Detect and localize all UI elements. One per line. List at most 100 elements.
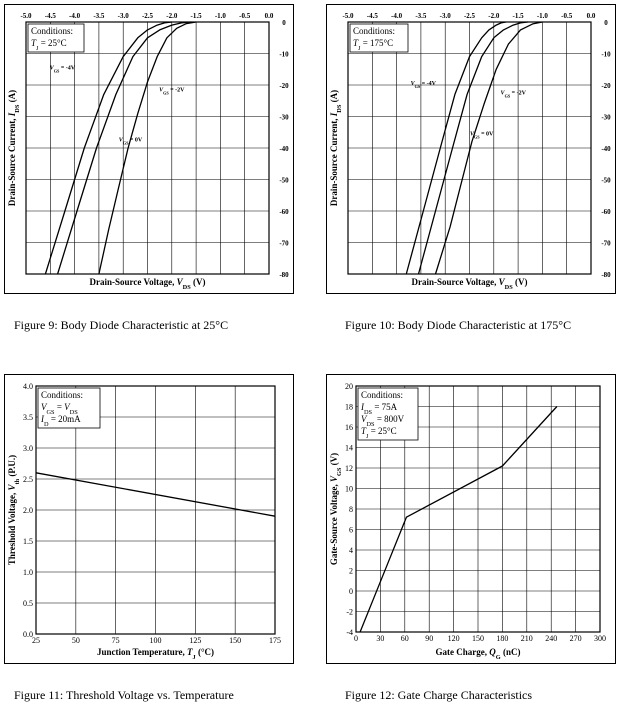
conditions-line: ID = 20mA [40,414,81,428]
outer-frame [326,4,616,294]
conditions-box [37,387,101,429]
series-group [35,472,276,517]
figure-9-caption: Figure 9: Body Diode Characteristic at 2… [14,318,229,332]
x-tick-label: 210 [521,634,533,643]
y-tick-label: 0 [349,587,353,596]
x-tick-label: 30 [376,634,384,643]
y-tick-label: -20 [279,82,289,90]
x-tick-label: -0.5 [561,12,573,20]
y-tick-label: 12 [345,464,353,473]
x-tick-label: -4.5 [367,12,379,20]
x-tick-label: 300 [594,634,606,643]
y-tick-label: 3.0 [23,444,33,453]
y-tick-label: 16 [345,423,353,432]
x-tick-label: -2.0 [488,12,500,20]
x-tick-label: -3.5 [93,12,105,20]
y-tick-label: -40 [279,145,289,153]
y-tick-label: -80 [279,271,289,279]
curve-label-1: VGS = -2V [159,87,185,95]
y-tick-label: -30 [601,114,611,122]
y-tick-label: 0 [604,19,608,27]
x-tick-label: 240 [545,634,557,643]
chart-fig11: 25 50 75 100 125 150 175 0.0 0.5 1.0 1.5 2.0 2.5 3.0 3… [4,374,294,664]
x-tick-label: 60 [401,634,409,643]
x-tick-label: -0.5 [239,12,251,20]
y-tick-label: 18 [345,403,353,412]
figure-11-caption: Figure 11: Threshold Voltage vs. Tempera… [14,688,234,702]
y-tick-label: 10 [345,485,353,494]
y-tick-label: 0 [282,19,286,27]
x-tick-label: 0.0 [265,12,274,20]
y-tick-label: -60 [279,208,289,216]
x-tick-label: 120 [448,634,460,643]
y-axis-label: Gate-Source Voltage, VGS (V) [329,453,343,565]
y-tick-label: 6 [349,526,353,535]
y-tick-label: -70 [279,240,289,248]
x-tick-label: 150 [472,634,484,643]
x-tick-label: 175 [269,636,281,645]
conditions-line: Conditions: [31,26,73,36]
x-tick-label: 90 [425,634,433,643]
conditions-box [27,23,85,53]
outer-frame [326,374,616,664]
x-tick-label: 0.0 [587,12,596,20]
y-axis-label: Threshold Voltage, Vth (P.U.) [7,455,21,565]
curve-label-2: VGS = 0V [119,138,143,146]
x-tick-label: -2.0 [166,12,178,20]
chart-fig12: 0 30 60 90 120 150 180 210 240 270 300 20 18 16 14 12 10… [326,374,616,664]
y-tick-label: -50 [279,177,289,185]
y-tick-label: 14 [345,444,353,453]
conditions-box [349,23,409,53]
y-axis-label: Drain-Source Current, IDS (A) [329,90,343,206]
series-line-1 [417,21,528,275]
series-line-0 [44,21,172,275]
y-tick-label: 3.5 [23,413,33,422]
x-tick-label: 25 [32,636,40,645]
y-tick-label: 20 [345,382,353,391]
y-tick-label: -60 [601,208,611,216]
y-tick-label: -50 [601,177,611,185]
y-tick-label: 0.5 [23,599,33,608]
chart-fig11-svg: 25 50 75 100 125 150 175 0.0 0.5 1.0 1.5 2.0 2.5 3.0 3… [4,374,294,664]
y-tick-label: -30 [279,114,289,122]
y-tick-label: 1.5 [23,537,33,546]
x-tick-label: 75 [112,636,120,645]
curve-label-1: VGS = -2V [501,90,527,98]
y-tick-label: 2.5 [23,475,33,484]
conditions-line: TJ = 175°C [353,38,393,52]
x-tick-label: -1.0 [537,12,549,20]
conditions-line: IDS = 75A [360,402,398,416]
conditions-box [357,387,419,441]
x-tick-label: 125 [189,636,201,645]
figure-12-caption: Figure 12: Gate Charge Characteristics [345,688,533,702]
series-group [405,21,543,275]
series-group [359,406,558,633]
conditions-line: Conditions: [361,390,403,400]
conditions-line: Conditions: [41,390,83,400]
y-tick-label: 4 [349,546,353,555]
x-tick-label: -4.5 [45,12,57,20]
figure-10-caption: Figure 10: Body Diode Characteristic at … [345,318,572,332]
series-line-0 [405,21,507,275]
x-tick-label: 150 [229,636,241,645]
y-tick-label: -20 [601,82,611,90]
y-tick-label: -70 [601,240,611,248]
curve-label-0: VGS = -4V [411,81,437,89]
y-tick-label: -40 [601,145,611,153]
conditions-line: TJ = 25°C [31,38,67,52]
outer-frame [4,4,294,294]
y-tick-label: -4 [346,628,353,637]
y-tick-label: -10 [601,51,611,59]
outer-frame [4,374,294,664]
series-line-2 [98,21,197,275]
conditions-line: VGS = VDS [41,402,78,416]
x-axis-label: Drain-Source Voltage, VDS (V) [90,277,206,291]
chart-fig10: -5.0 -4.5 -4.0 -3.5 -3.0 -2.5 -2.0 -1.5 -1.0 -0.5… [326,4,616,294]
y-tick-label: 0.0 [23,630,33,639]
y-tick-label: 8 [349,505,353,514]
x-tick-label: -2.5 [142,12,154,20]
series-line-0 [359,406,558,633]
conditions-line: Conditions: [353,26,395,36]
x-tick-label: 270 [570,634,582,643]
x-tick-label: -3.0 [440,12,452,20]
